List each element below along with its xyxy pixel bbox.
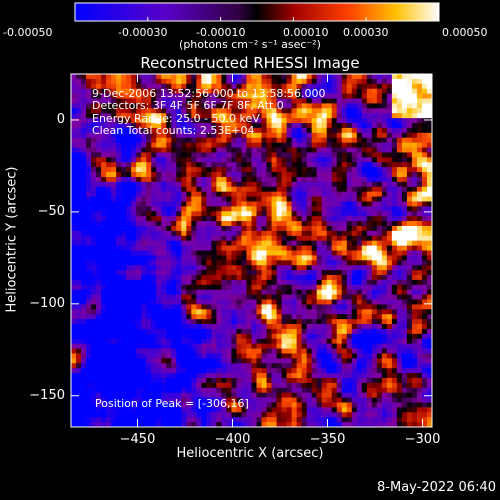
annotation-detectors: Detectors: 3F 4F 5F 6F 7F 8F, Att 0 bbox=[92, 99, 284, 113]
colorbar-tick-label: -0.00010 bbox=[196, 26, 246, 39]
colorbar-tick-label: -0.00050 bbox=[3, 26, 53, 39]
x-ticks bbox=[137, 74, 423, 427]
x-tick-label: −400 bbox=[214, 432, 251, 447]
y-tick-label: −100 bbox=[29, 295, 65, 311]
annotation-energy: Energy Range: 25.0 - 50.0 keV bbox=[92, 111, 260, 125]
colorbar-tick-label: 0.00050 bbox=[442, 26, 488, 39]
y-tick-label: −150 bbox=[29, 387, 65, 403]
annotation-time: 9-Dec-2006 13:52:56.000 to 13:58:56.000 bbox=[92, 87, 326, 100]
x-tick-label: −300 bbox=[404, 432, 441, 447]
annotation-counts: Clean Total counts: 2.53E+04 bbox=[92, 123, 255, 137]
plot-frame bbox=[70, 73, 433, 428]
chart-title: Reconstructed RHESSI Image bbox=[140, 54, 360, 72]
colorbar-ticks bbox=[74, 17, 440, 21]
colorbar-tick-label: -0.00030 bbox=[118, 26, 168, 39]
colorbar-tick-labels: -0.00050 -0.00030 -0.00010 0.00010 0.000… bbox=[0, 0, 500, 40]
x-tick-label: −350 bbox=[309, 432, 346, 447]
x-tick-label: −450 bbox=[119, 432, 156, 447]
y-ticks bbox=[71, 119, 432, 397]
colorbar-units: (photons cm⁻² s⁻¹ asec⁻²) bbox=[179, 38, 321, 51]
colorbar-tick-label: 0.00010 bbox=[283, 26, 329, 39]
colorbar-gradient bbox=[74, 2, 440, 22]
peak-position-label: Position of Peak = [-306,16] bbox=[95, 397, 249, 410]
y-tick-label: −50 bbox=[37, 203, 65, 219]
y-tick-label: 0 bbox=[56, 111, 65, 127]
x-axis-label: Heliocentric X (arcsec) bbox=[176, 446, 324, 461]
annotation-block: 9-Dec-2006 13:52:56.000 to 13:58:56.000 … bbox=[92, 87, 326, 137]
footer-date: 8-May-2022 06:40 bbox=[377, 480, 496, 495]
colorbar bbox=[74, 2, 440, 22]
colorbar-tick-label: 0.00030 bbox=[343, 26, 389, 39]
heatmap-cells bbox=[71, 74, 433, 428]
y-axis-label: Heliocentric Y (arcsec) bbox=[4, 166, 20, 313]
